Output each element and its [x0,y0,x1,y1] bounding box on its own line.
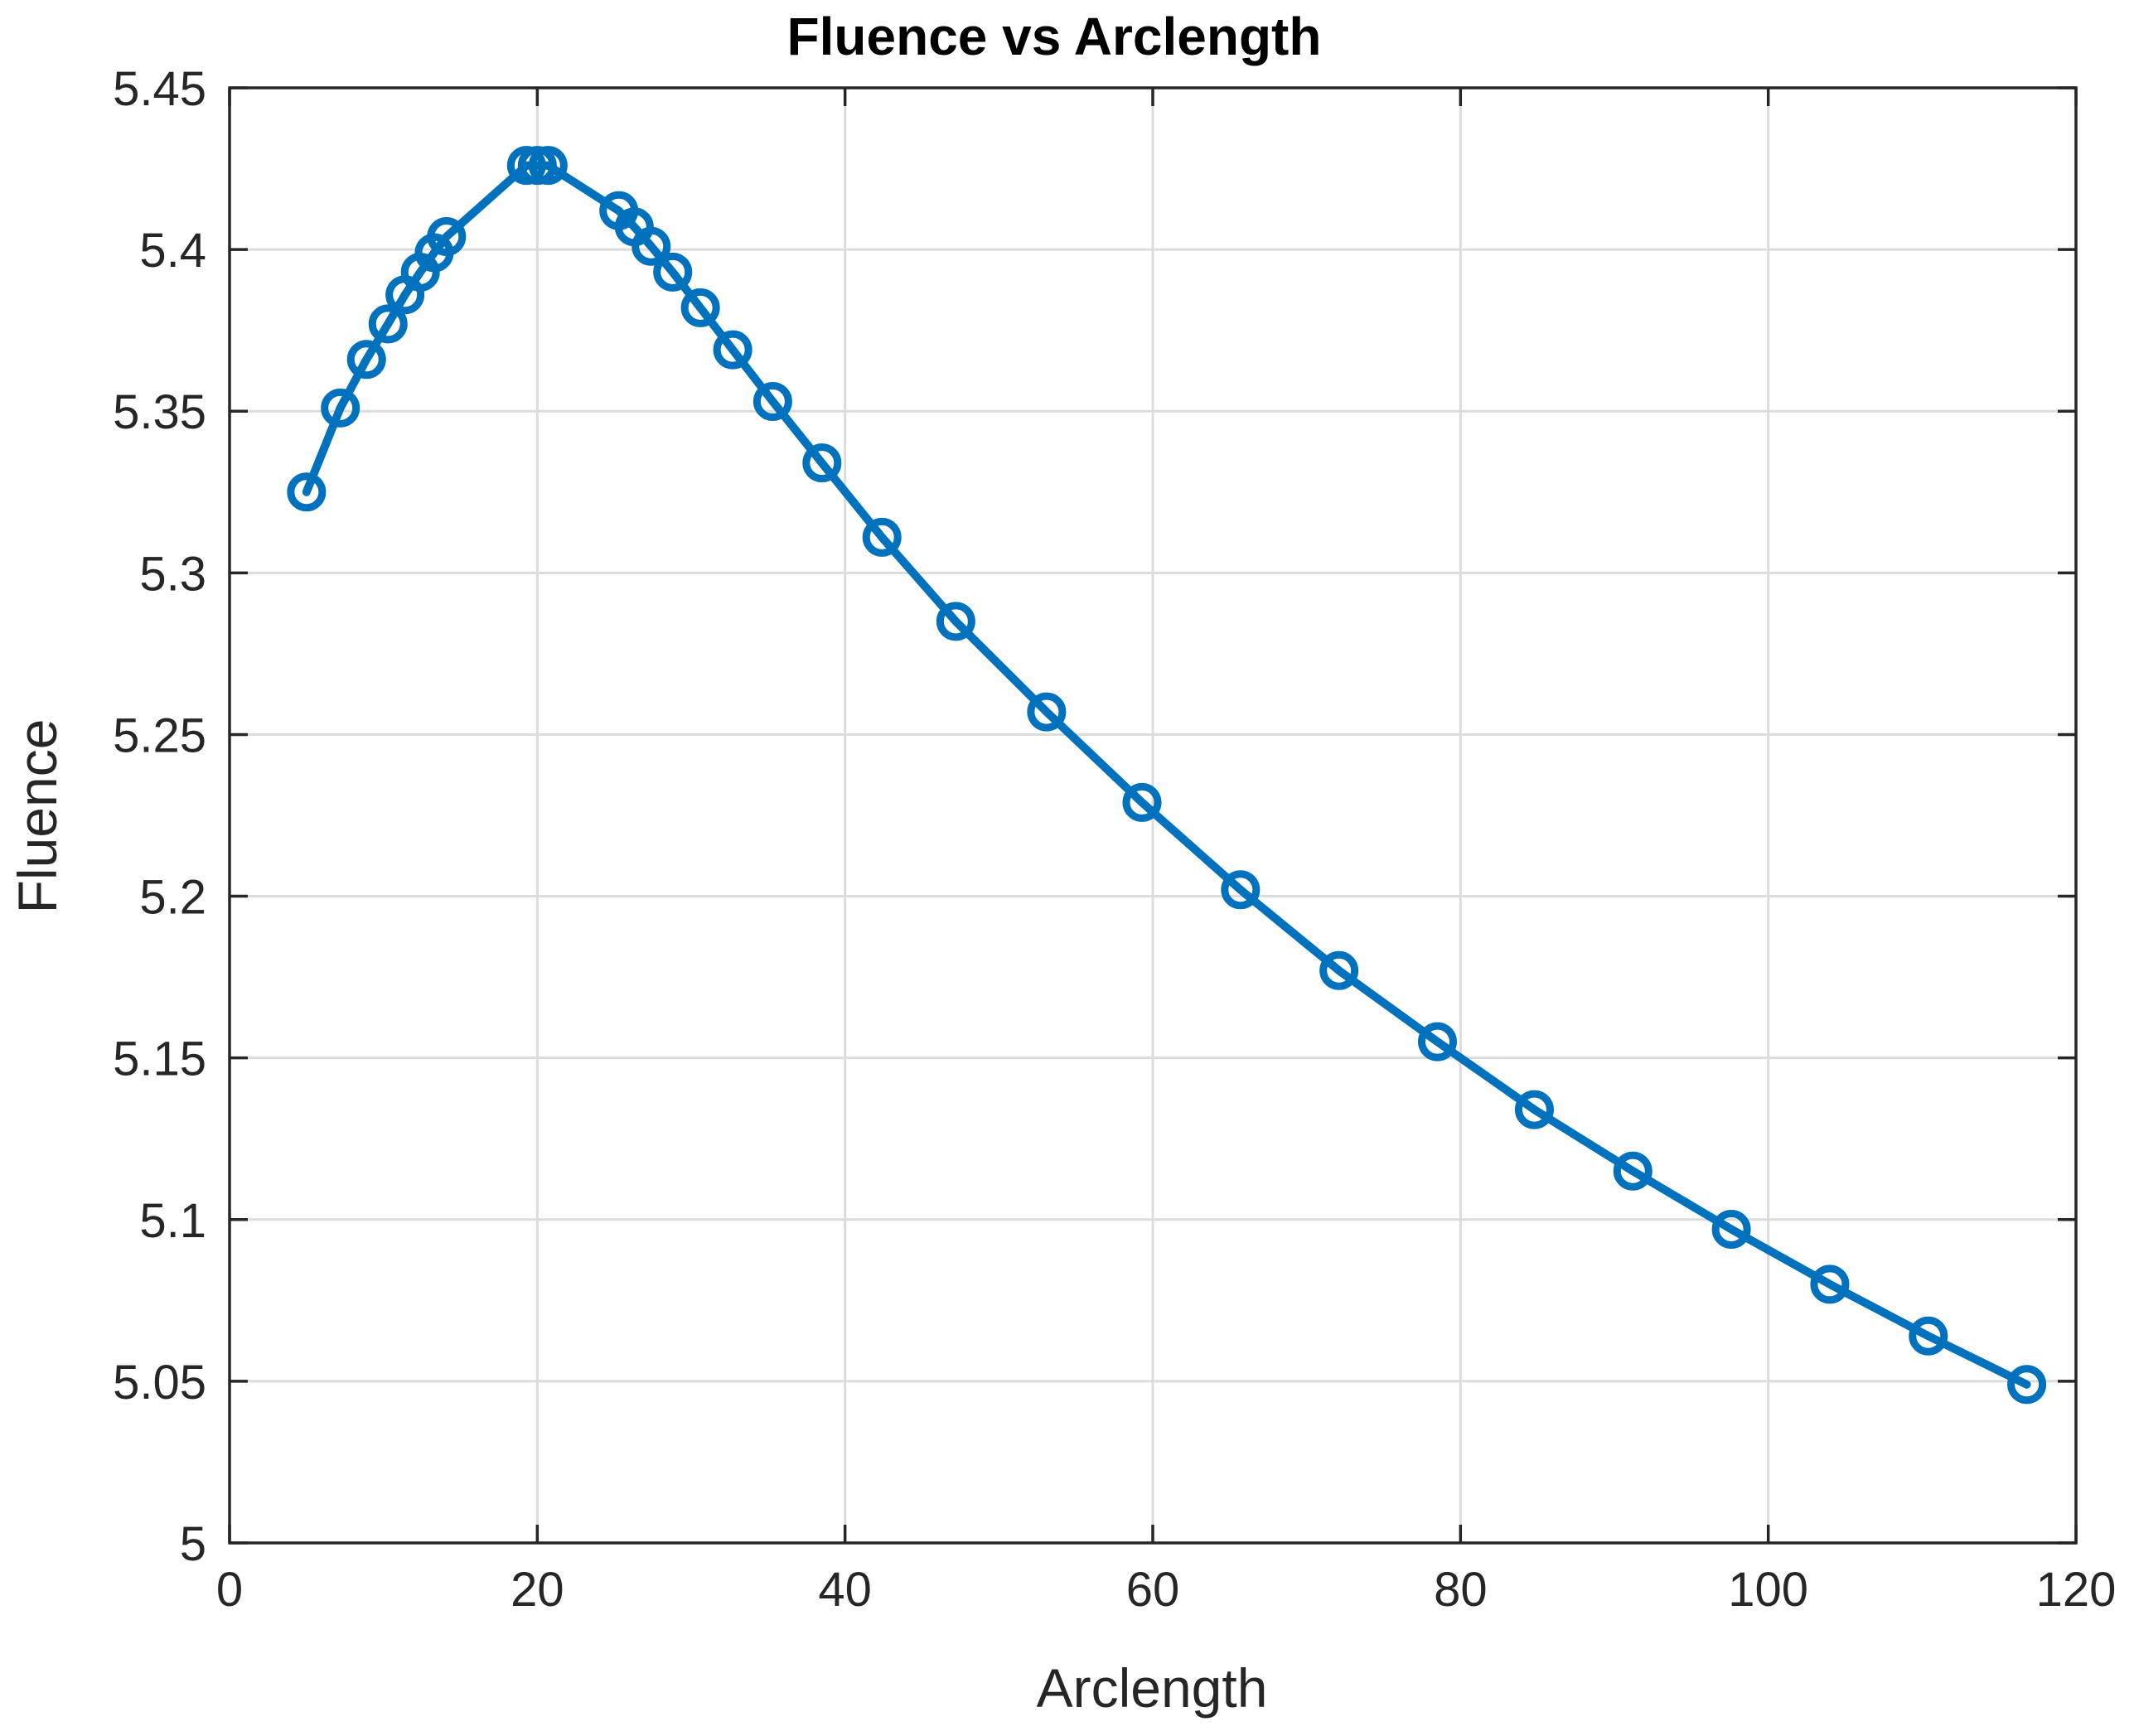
data-point-marker [802,443,842,483]
data-point-marker [1909,1316,1948,1356]
y-tick-label: 5.4 [139,224,206,278]
x-tick-label: 120 [2036,1563,2117,1617]
data-point-marker [680,288,720,327]
data-point-marker [1810,1265,1850,1304]
x-tick-label: 40 [818,1563,872,1617]
y-tick-label: 5.15 [113,1032,206,1086]
data-point-marker [346,340,386,380]
data-point-marker [1122,782,1162,822]
data-point-marker [287,472,327,512]
data-point-marker [528,146,568,186]
data-point-marker [1319,950,1359,990]
data-point-marker [427,217,467,257]
chart-title: Fluence vs Arclength [787,7,1322,66]
y-tick-label: 5.3 [139,547,206,601]
series-line [302,161,2031,1389]
x-tick-label: 100 [1728,1563,1808,1617]
y-axis-label: Fluence [7,719,68,914]
data-point-marker [631,226,671,266]
y-tick-label: 5.35 [113,385,206,439]
data-point-marker [1417,1022,1457,1061]
data-point-marker [713,330,752,370]
data-series [287,146,2047,1405]
x-tick-label: 20 [511,1563,564,1617]
data-point-marker [1514,1090,1554,1129]
y-tick-label: 5.25 [113,708,206,762]
y-tick-label: 5.1 [139,1194,206,1248]
y-tick-label: 5.2 [139,871,206,925]
data-point-marker [752,382,792,422]
x-tick-label: 60 [1126,1563,1180,1617]
y-tick-label: 5 [180,1517,206,1571]
data-point-marker [1027,692,1067,732]
data-point-marker [862,517,902,557]
data-point-marker [2007,1365,2047,1405]
y-tick-label: 5.05 [113,1356,206,1410]
x-ticks: 0 20 40 60 80 100 120 [216,88,2117,1617]
data-point-marker [368,304,408,344]
x-tick-label: 80 [1434,1563,1488,1617]
y-tick-label: 5.45 [113,62,206,116]
data-point-marker [1221,870,1261,910]
data-point-marker [321,388,361,428]
grid [230,88,2076,1543]
y-ticks: 5 5.05 5.1 5.15 5.2 5.25 5.3 5.35 5.4 5.45 [113,62,2076,1571]
data-point-marker [1613,1151,1653,1191]
x-tick-label: 0 [216,1563,243,1617]
data-point-marker [653,252,693,292]
data-point-marker [936,602,975,641]
data-point-marker [1711,1209,1751,1249]
x-axis-label: Arclength [1037,1657,1268,1719]
